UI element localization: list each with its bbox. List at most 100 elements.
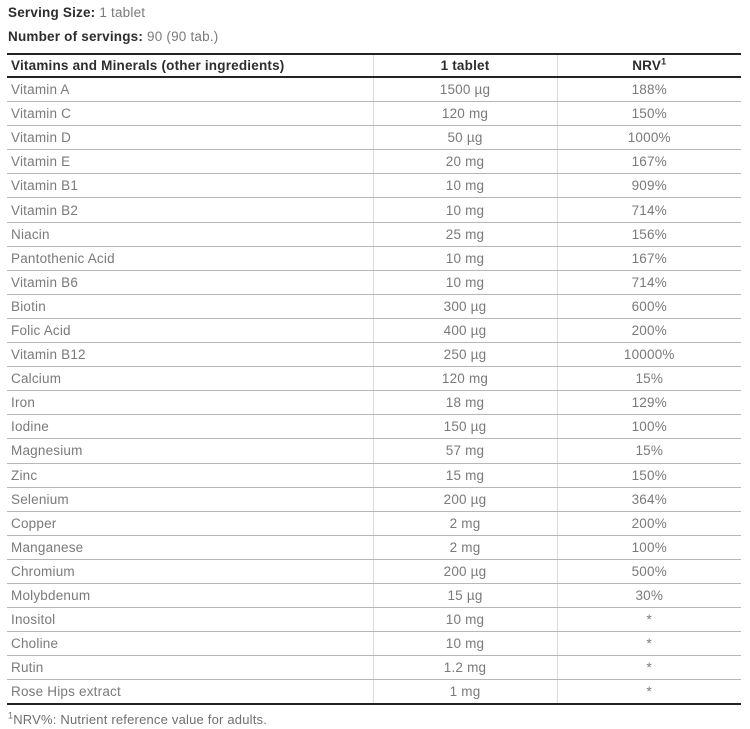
- ingredient-name-cell: Selenium: [7, 487, 374, 512]
- amount-cell: 10 mg: [373, 246, 558, 271]
- table-row: Rose Hips extract 1 mg *: [7, 679, 741, 706]
- serving-info: Serving Size: 1 tablet Number of serving…: [0, 5, 750, 45]
- table-row: Vitamin A 1500 µg 188%: [7, 77, 741, 103]
- amount-cell: 1 mg: [373, 679, 558, 706]
- nrv-cell: 1000%: [557, 125, 741, 151]
- amount-cell: 2 mg: [373, 535, 558, 560]
- ingredient-name-cell: Magnesium: [7, 438, 374, 464]
- nrv-cell: *: [557, 607, 741, 633]
- ingredient-name-cell: Vitamin B6: [7, 270, 374, 295]
- ingredient-name-cell: Rose Hips extract: [7, 679, 374, 706]
- amount-cell: 10 mg: [373, 173, 558, 199]
- serving-size-label: Serving Size:: [8, 5, 96, 20]
- table-row: Iron 18 mg 129%: [7, 390, 741, 416]
- ingredient-name-cell: Vitamin A: [7, 77, 374, 103]
- table-row: Vitamin E 20 mg 167%: [7, 149, 741, 175]
- ingredient-name-cell: Vitamin B2: [7, 197, 374, 223]
- number-of-servings-value: 90 (90 tab.): [147, 29, 219, 44]
- table-row: Folic Acid 400 µg 200%: [7, 318, 741, 344]
- nrv-cell: 714%: [557, 197, 741, 223]
- amount-cell: 150 µg: [373, 414, 558, 440]
- ingredient-name-cell: Copper: [7, 511, 374, 536]
- ingredient-name-cell: Choline: [7, 631, 374, 657]
- ingredient-name-cell: Manganese: [7, 535, 374, 560]
- nrv-cell: 100%: [557, 414, 741, 440]
- amount-cell: 300 µg: [373, 294, 558, 319]
- nrv-cell: 200%: [557, 511, 741, 536]
- ingredient-name-cell: Iron: [7, 390, 374, 416]
- amount-cell: 400 µg: [373, 318, 558, 344]
- nrv-cell: 129%: [557, 390, 741, 416]
- ingredient-name-cell: Folic Acid: [7, 318, 374, 344]
- amount-cell: 15 µg: [373, 583, 558, 609]
- ingredient-name-cell: Vitamin D: [7, 125, 374, 151]
- table-row: Molybdenum 15 µg 30%: [7, 583, 741, 609]
- amount-cell: 10 mg: [373, 607, 558, 633]
- number-of-servings-line: Number of servings: 90 (90 tab.): [8, 29, 750, 45]
- table-header-nrv: NRV1: [557, 53, 741, 78]
- ingredient-name-cell: Biotin: [7, 294, 374, 319]
- ingredient-name-cell: Vitamin E: [7, 149, 374, 175]
- table-header-nrv-label: NRV: [632, 58, 662, 73]
- table-row: Chromium 200 µg 500%: [7, 559, 741, 584]
- table-header-row: Vitamins and Minerals (other ingredients…: [7, 53, 741, 78]
- amount-cell: 10 mg: [373, 631, 558, 657]
- amount-cell: 2 mg: [373, 511, 558, 536]
- table-header-ingredients: Vitamins and Minerals (other ingredients…: [7, 53, 374, 78]
- table-row: Magnesium 57 mg 15%: [7, 438, 741, 464]
- ingredient-name-cell: Pantothenic Acid: [7, 246, 374, 271]
- nrv-superscript: 1: [661, 56, 667, 67]
- table-row: Inositol 10 mg *: [7, 607, 741, 633]
- table-row: Rutin 1.2 mg *: [7, 655, 741, 681]
- table-row: Calcium 120 mg 15%: [7, 366, 741, 392]
- amount-cell: 250 µg: [373, 342, 558, 368]
- amount-cell: 10 mg: [373, 197, 558, 223]
- ingredient-name-cell: Vitamin C: [7, 101, 374, 127]
- serving-size-line: Serving Size: 1 tablet: [8, 5, 750, 21]
- ingredient-name-cell: Zinc: [7, 463, 374, 488]
- table-row: Selenium 200 µg 364%: [7, 487, 741, 512]
- nrv-cell: 150%: [557, 101, 741, 127]
- nrv-cell: 10000%: [557, 342, 741, 368]
- nrv-cell: 15%: [557, 438, 741, 464]
- footnote: 1NRV%: Nutrient reference value for adul…: [8, 711, 750, 728]
- amount-cell: 10 mg: [373, 270, 558, 295]
- ingredient-name-cell: Molybdenum: [7, 583, 374, 609]
- table-row: Vitamin B6 10 mg 714%: [7, 270, 741, 295]
- amount-cell: 200 µg: [373, 487, 558, 512]
- nrv-cell: 100%: [557, 535, 741, 560]
- table-body: Vitamin A 1500 µg 188% Vitamin C 120 mg 150% V…: [7, 77, 741, 706]
- table-row: Pantothenic Acid 10 mg 167%: [7, 246, 741, 271]
- footnote-superscript: 1: [8, 711, 14, 722]
- nrv-cell: 156%: [557, 222, 741, 247]
- nrv-cell: 714%: [557, 270, 741, 295]
- nrv-cell: 909%: [557, 173, 741, 199]
- ingredient-name-cell: Chromium: [7, 559, 374, 584]
- table-row: Copper 2 mg 200%: [7, 511, 741, 536]
- nrv-cell: 200%: [557, 318, 741, 344]
- amount-cell: 15 mg: [373, 463, 558, 488]
- nrv-cell: 167%: [557, 246, 741, 271]
- table-row: Vitamin B2 10 mg 714%: [7, 197, 741, 223]
- amount-cell: 20 mg: [373, 149, 558, 175]
- serving-size-value: 1 tablet: [99, 5, 146, 20]
- table-row: Choline 10 mg *: [7, 631, 741, 657]
- amount-cell: 1500 µg: [373, 77, 558, 103]
- table-row: Vitamin B12 250 µg 10000%: [7, 342, 741, 368]
- amount-cell: 1.2 mg: [373, 655, 558, 681]
- nrv-cell: 167%: [557, 149, 741, 175]
- ingredient-name-cell: Inositol: [7, 607, 374, 633]
- nrv-cell: *: [557, 631, 741, 657]
- amount-cell: 18 mg: [373, 390, 558, 416]
- table-row: Iodine 150 µg 100%: [7, 414, 741, 440]
- table-row: Vitamin B1 10 mg 909%: [7, 173, 741, 199]
- ingredients-table: Vitamins and Minerals (other ingredients…: [7, 53, 741, 706]
- table-row: Manganese 2 mg 100%: [7, 535, 741, 560]
- ingredient-name-cell: Niacin: [7, 222, 374, 247]
- nrv-cell: 15%: [557, 366, 741, 392]
- nrv-cell: *: [557, 679, 741, 706]
- table-row: Biotin 300 µg 600%: [7, 294, 741, 319]
- nrv-cell: 150%: [557, 463, 741, 488]
- table-header-amount: 1 tablet: [373, 53, 558, 78]
